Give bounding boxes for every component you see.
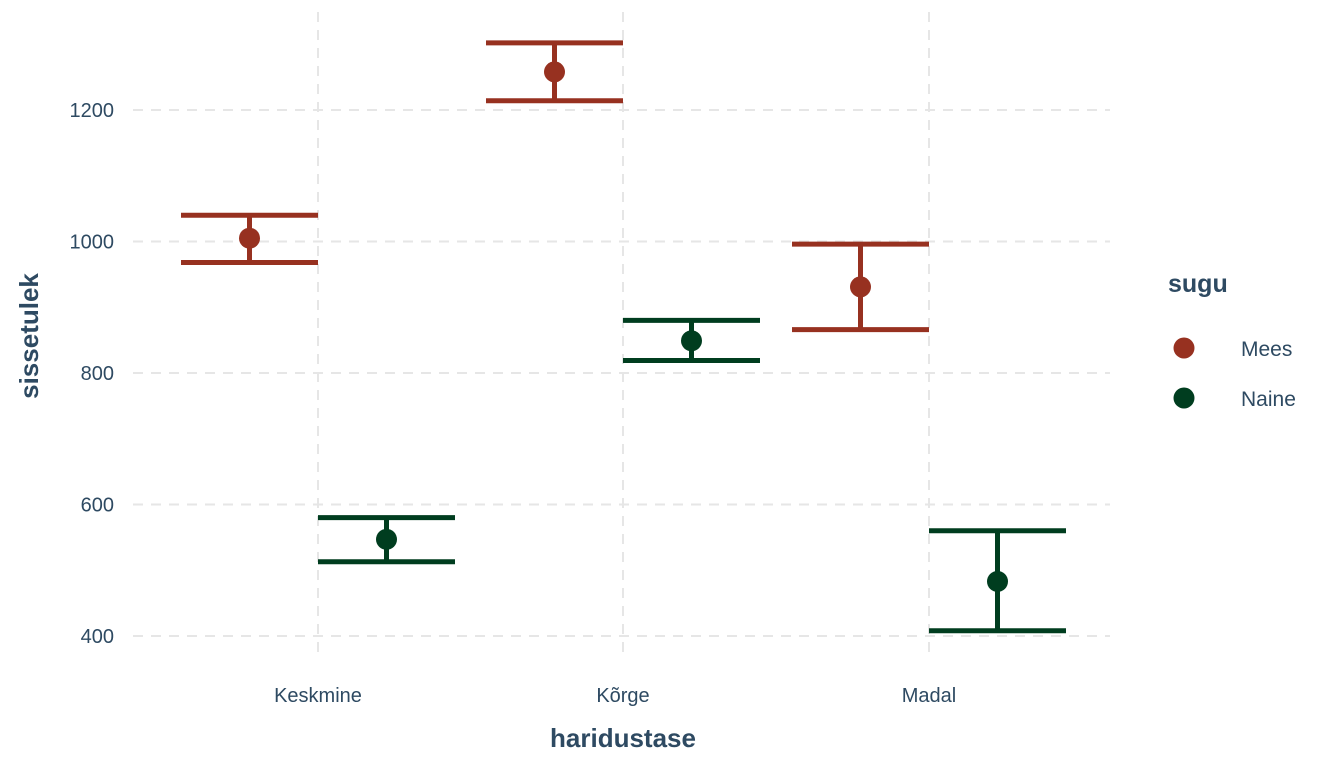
mean-point bbox=[376, 528, 397, 550]
legend-label: Mees bbox=[1241, 338, 1292, 361]
y-tick-label: 1000 bbox=[70, 232, 115, 254]
legend-label: Naine bbox=[1241, 388, 1296, 411]
series-naine bbox=[318, 317, 1066, 634]
x-tick-labels: Keskmine Kõrge Madal bbox=[274, 685, 956, 707]
error-bar bbox=[318, 515, 455, 565]
legend: sugu Mees Naine bbox=[1168, 270, 1296, 411]
error-bar bbox=[623, 317, 760, 364]
legend-key bbox=[1173, 337, 1195, 359]
y-tick-label: 600 bbox=[81, 495, 114, 517]
y-tick-label: 400 bbox=[81, 626, 114, 648]
x-axis-title: haridustase bbox=[550, 723, 696, 753]
mean-point bbox=[681, 330, 702, 352]
mean-point bbox=[239, 227, 260, 249]
legend-title: sugu bbox=[1168, 270, 1228, 298]
y-tick-label: 800 bbox=[81, 363, 114, 385]
legend-item-mees: Mees bbox=[1173, 337, 1292, 361]
x-tick-label: Madal bbox=[902, 685, 956, 707]
error-bar bbox=[486, 40, 623, 104]
grid-layer bbox=[133, 12, 1110, 660]
y-tick-labels: 400 600 800 1000 1200 bbox=[70, 100, 115, 648]
x-tick-label: Kõrge bbox=[596, 685, 649, 707]
error-bar bbox=[929, 528, 1066, 634]
error-bar bbox=[181, 212, 318, 266]
legend-item-naine: Naine bbox=[1173, 387, 1296, 411]
y-tick-label: 1200 bbox=[70, 100, 115, 122]
marks-layer bbox=[181, 40, 1066, 634]
error-bar bbox=[792, 241, 929, 333]
mean-point bbox=[850, 276, 871, 298]
y-axis-title: sissetulek bbox=[14, 273, 44, 399]
mean-point bbox=[544, 61, 565, 83]
series-mees bbox=[181, 40, 929, 333]
mean-point bbox=[987, 570, 1008, 592]
x-tick-label: Keskmine bbox=[274, 685, 362, 707]
legend-key bbox=[1173, 387, 1195, 409]
